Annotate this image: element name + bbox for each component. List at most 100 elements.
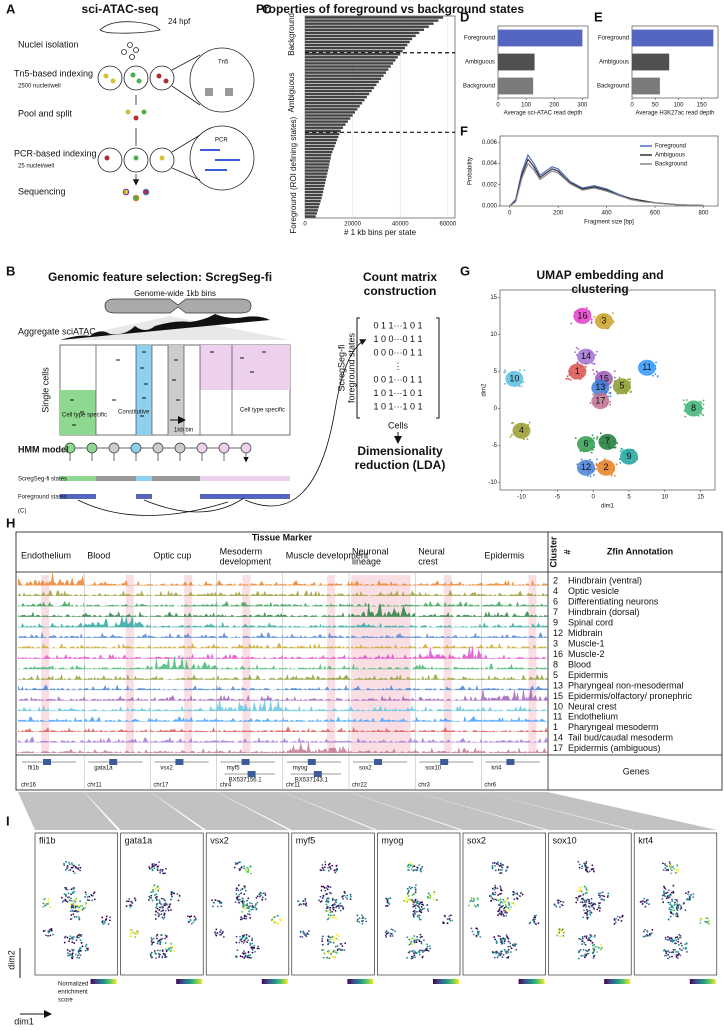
cell-point: [603, 469, 606, 471]
signal-track: [84, 737, 151, 743]
signal-track: [415, 664, 482, 670]
cluster-number: 11: [553, 712, 562, 722]
cell-point: [684, 404, 687, 407]
tissue-label: Muscle development: [286, 550, 369, 560]
cell-point: [588, 310, 591, 313]
cell-point: [609, 441, 611, 444]
cell-point: [590, 322, 593, 325]
cell-point: [603, 458, 606, 461]
cell-point: [304, 900, 307, 902]
cell-point: [68, 940, 70, 943]
cell-point: [612, 312, 614, 314]
cell-point: [335, 917, 338, 920]
cell-point: [602, 436, 604, 439]
cell-point: [665, 952, 668, 955]
cell-point: [607, 892, 610, 895]
cell-point: [467, 904, 470, 907]
cell-point: [234, 901, 237, 904]
cell-point: [470, 899, 473, 902]
cell-point: [418, 914, 421, 917]
x-tick-label: 150: [697, 103, 708, 109]
cell-point: [644, 901, 647, 903]
cell-point: [65, 888, 68, 891]
cell-point: [493, 956, 496, 959]
cell-point: [155, 910, 157, 913]
cell-point: [704, 920, 707, 923]
cell-point: [673, 909, 676, 912]
cell-point: [427, 910, 430, 912]
bar: [305, 37, 413, 41]
cell-point: [249, 954, 252, 957]
cell-point: [328, 906, 330, 909]
cell-point: [246, 913, 249, 915]
cell-point: [71, 941, 74, 944]
cell-point: [331, 936, 333, 938]
cell-point: [589, 402, 592, 405]
x-tick-label: 20000: [344, 222, 361, 228]
annotation: Tail bud/caudal mesoderm: [568, 733, 673, 743]
cell-point: [581, 954, 583, 957]
cell-point: [78, 956, 81, 959]
cell-point: [650, 932, 653, 935]
signal-track: [216, 590, 283, 596]
connector: [349, 792, 546, 830]
cell-point: [644, 928, 646, 931]
cell-point: [48, 930, 51, 933]
cell-point: [664, 892, 667, 895]
cell-point: [592, 906, 595, 909]
cluster-number: 17: [553, 743, 563, 753]
bar: [305, 157, 331, 160]
cell-point: [586, 474, 589, 477]
cell-point: [250, 908, 253, 911]
exon: [313, 771, 322, 777]
cell-point: [678, 943, 680, 946]
cell-point: [675, 915, 678, 918]
cell-point: [79, 905, 82, 908]
cell-point: [605, 320, 608, 323]
cell-point: [220, 929, 222, 932]
cell-point: [84, 945, 87, 948]
cell-point: [409, 941, 412, 944]
cell-point: [598, 386, 600, 389]
cell-point: [237, 899, 240, 902]
cell-point: [426, 904, 429, 907]
cell-point: [578, 312, 581, 314]
cell-point: [598, 902, 600, 905]
cell-point: [650, 365, 653, 368]
cell-point: [506, 866, 509, 868]
cell-point: [159, 871, 162, 874]
cell-point: [605, 391, 608, 394]
cell-point: [255, 896, 258, 899]
cell-point: [588, 948, 590, 951]
cell-point: [668, 937, 671, 939]
signal-track: [216, 684, 283, 691]
cell-point: [239, 868, 242, 870]
cell-point: [104, 918, 107, 921]
cell-point: [641, 903, 644, 905]
cell-point: [71, 904, 74, 907]
x-tick-label: 100: [521, 103, 532, 109]
x-axis-label: # 1 kb bins per state: [344, 228, 417, 237]
gene-label: myog: [293, 766, 308, 772]
x-tick-label: 15: [697, 495, 704, 501]
cell-point: [160, 934, 163, 937]
signal-track: [415, 695, 482, 701]
cell-point: [670, 940, 673, 943]
cell-point: [403, 900, 406, 902]
cell-point: [500, 865, 503, 868]
cell-point: [77, 916, 80, 919]
cell-point: [666, 891, 669, 894]
cell-point: [155, 906, 157, 909]
cell-point: [156, 869, 159, 872]
cell-point: [192, 921, 195, 924]
exon: [247, 771, 256, 777]
cell-point: [579, 888, 582, 891]
cell-point: [243, 865, 245, 868]
schematic-b: [59, 298, 365, 516]
annotation: Hindbrain (ventral): [568, 576, 642, 586]
cell-point: [167, 947, 170, 950]
cell-point: [411, 886, 413, 889]
cell-point: [579, 895, 582, 897]
cell-point: [671, 891, 673, 894]
